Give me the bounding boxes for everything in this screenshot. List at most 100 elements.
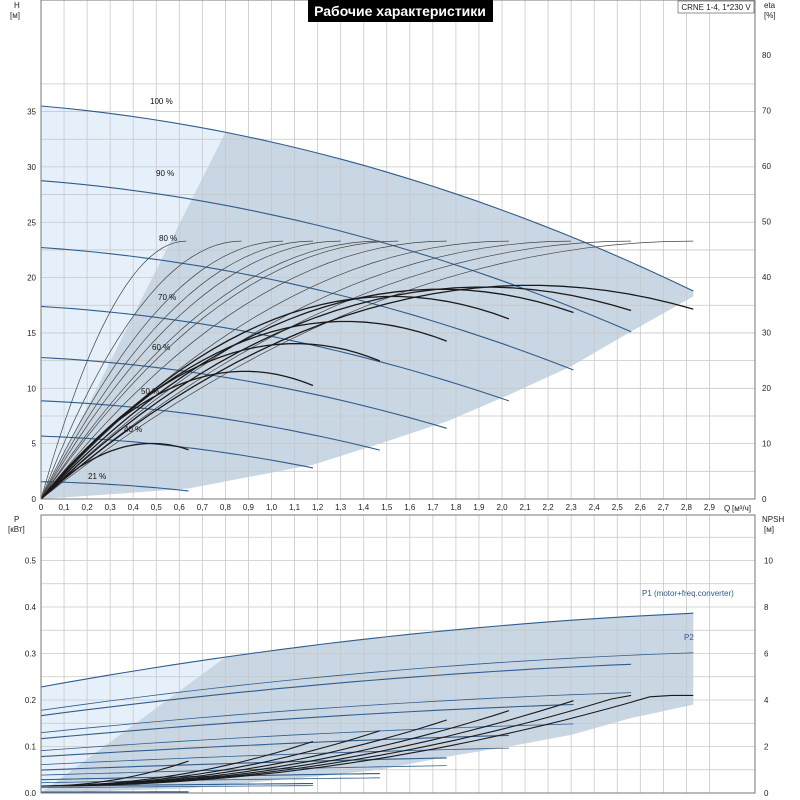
head-tick-label: 10 — [27, 384, 36, 393]
p1-curve — [40, 734, 509, 758]
qh-curve — [40, 105, 694, 292]
npsh-tick-label: 8 — [764, 603, 769, 612]
power-tick-label: 0.2 — [25, 696, 37, 705]
speed-label-21: 21 % — [88, 472, 106, 481]
eta-tick-label: 20 — [762, 384, 771, 393]
eta-tick-label: 10 — [762, 440, 771, 449]
chart-tick-labels: 0 0,1 0,2 0,3 0,4 0,5 0,6 0,7 0,8 0,9 1,0 1,1 1,2 1,3… — [25, 51, 774, 798]
x-tick-label: 1,3 — [335, 503, 347, 512]
head-tick-label: 35 — [27, 108, 36, 117]
x-axis-unit: [м³/ч] — [732, 504, 751, 513]
speed-label-70: 70 % — [158, 293, 176, 302]
eta-tick-label: 30 — [762, 329, 771, 338]
bottom-right-axis-unit: [м] — [764, 525, 774, 534]
npsh-curve — [41, 740, 314, 787]
p1-curve — [40, 612, 694, 688]
p2-curve — [40, 652, 694, 711]
x-tick-label: 1,5 — [381, 503, 393, 512]
eta-curve — [40, 370, 314, 500]
bottom-right-axis-name: NPSH — [762, 515, 784, 524]
power-tick-label: 0.4 — [25, 603, 37, 612]
bottom-chart-frame — [40, 514, 756, 794]
qh-curve — [40, 180, 632, 333]
top-right-axis-name: eta — [764, 1, 776, 10]
npsh-tick-label: 10 — [764, 557, 773, 566]
x-tick-label: 2,5 — [612, 503, 624, 512]
x-tick-label: 2,4 — [589, 503, 601, 512]
p1-curve — [40, 703, 574, 740]
eta-thin-curve — [40, 240, 572, 500]
x-tick-label: 1,2 — [312, 503, 324, 512]
x-tick-label: 1,8 — [450, 503, 462, 512]
eta-thin-curve — [40, 240, 694, 500]
qh-curve — [40, 481, 189, 492]
x-tick-label: 2,6 — [635, 503, 647, 512]
eta-thin-curve — [40, 240, 284, 500]
chart-curves — [40, 105, 694, 793]
top-right-axis-unit: [%] — [764, 11, 776, 20]
eta-thin-curve — [40, 240, 380, 500]
eta-curve — [40, 288, 574, 500]
x-tick-label: 2,2 — [543, 503, 555, 512]
eta-thin-curve — [40, 240, 632, 500]
speed-label-100: 100 % — [150, 97, 173, 106]
npsh-tick-label: 0 — [764, 789, 769, 798]
top-chart-frame — [40, 0, 756, 500]
chart-title: Рабочие характеристики — [314, 3, 486, 19]
series-label-p2: P2 — [684, 633, 694, 642]
top-left-axis-name: H — [14, 1, 20, 10]
x-tick-label: 2,1 — [519, 503, 531, 512]
head-tick-label: 15 — [27, 329, 36, 338]
speed-label-60: 60 % — [152, 343, 170, 352]
pump-label-box — [677, 0, 755, 14]
x-tick-label: 0,4 — [128, 503, 140, 512]
eta-tick-label: 50 — [762, 218, 771, 227]
eta-tick-label: 70 — [762, 107, 771, 116]
x-tick-label: 2,7 — [658, 503, 670, 512]
x-tick-label: 1,6 — [404, 503, 416, 512]
bottom-envelope-dark — [41, 613, 694, 793]
eta-tick-label: 40 — [762, 273, 771, 282]
x-tick-label: 1,1 — [289, 503, 301, 512]
power-tick-label: 0.1 — [25, 743, 37, 752]
top-left-axis-unit: [м] — [10, 11, 20, 20]
head-tick-label: 20 — [27, 274, 36, 283]
eta-tick-label: 80 — [762, 51, 771, 60]
qh-curve — [40, 305, 510, 402]
x-tick-label: 2,0 — [496, 503, 508, 512]
x-tick-label: 0,5 — [151, 503, 163, 512]
eta-thin-curve — [40, 240, 447, 500]
qh-curve — [40, 246, 574, 371]
eta-tick-label: 60 — [762, 162, 771, 171]
eta-thin-curve — [40, 240, 187, 500]
x-axis-name: Q — [724, 504, 730, 513]
eta-thin-curve — [40, 240, 314, 500]
power-tick-label: 0.3 — [25, 650, 37, 659]
eta-curve — [40, 286, 632, 500]
pump-label: CRNE 1-4, 1*230 V — [681, 3, 751, 12]
series-label-p1: P1 (motor+freq.converter) — [642, 589, 734, 598]
head-tick-label: 5 — [32, 440, 37, 449]
x-tick-label: 2,8 — [681, 503, 693, 512]
eta-thin-curve — [40, 240, 399, 500]
top-envelope-dark — [41, 132, 694, 499]
speed-label-50: 50 % — [141, 387, 159, 396]
x-tick-label: 0,8 — [220, 503, 232, 512]
bottom-left-axis-name: P — [14, 515, 19, 524]
eta-thin-curve — [40, 240, 341, 500]
x-tick-label: 1,0 — [266, 503, 278, 512]
x-tick-label: 0,1 — [58, 503, 70, 512]
eta-curve — [40, 284, 694, 500]
p2-curve — [40, 777, 380, 784]
p2-curve — [40, 692, 632, 734]
x-tick-label: 0,6 — [174, 503, 186, 512]
x-tick-label: 0 — [39, 503, 44, 512]
npsh-curve — [41, 760, 189, 787]
qh-curve — [40, 400, 380, 451]
eta-curve — [40, 442, 189, 500]
x-tick-label: 0,7 — [197, 503, 209, 512]
eta-tick-label: 0 — [762, 495, 767, 504]
head-tick-label: 0 — [32, 495, 37, 504]
x-tick-label: 0,9 — [243, 503, 255, 512]
